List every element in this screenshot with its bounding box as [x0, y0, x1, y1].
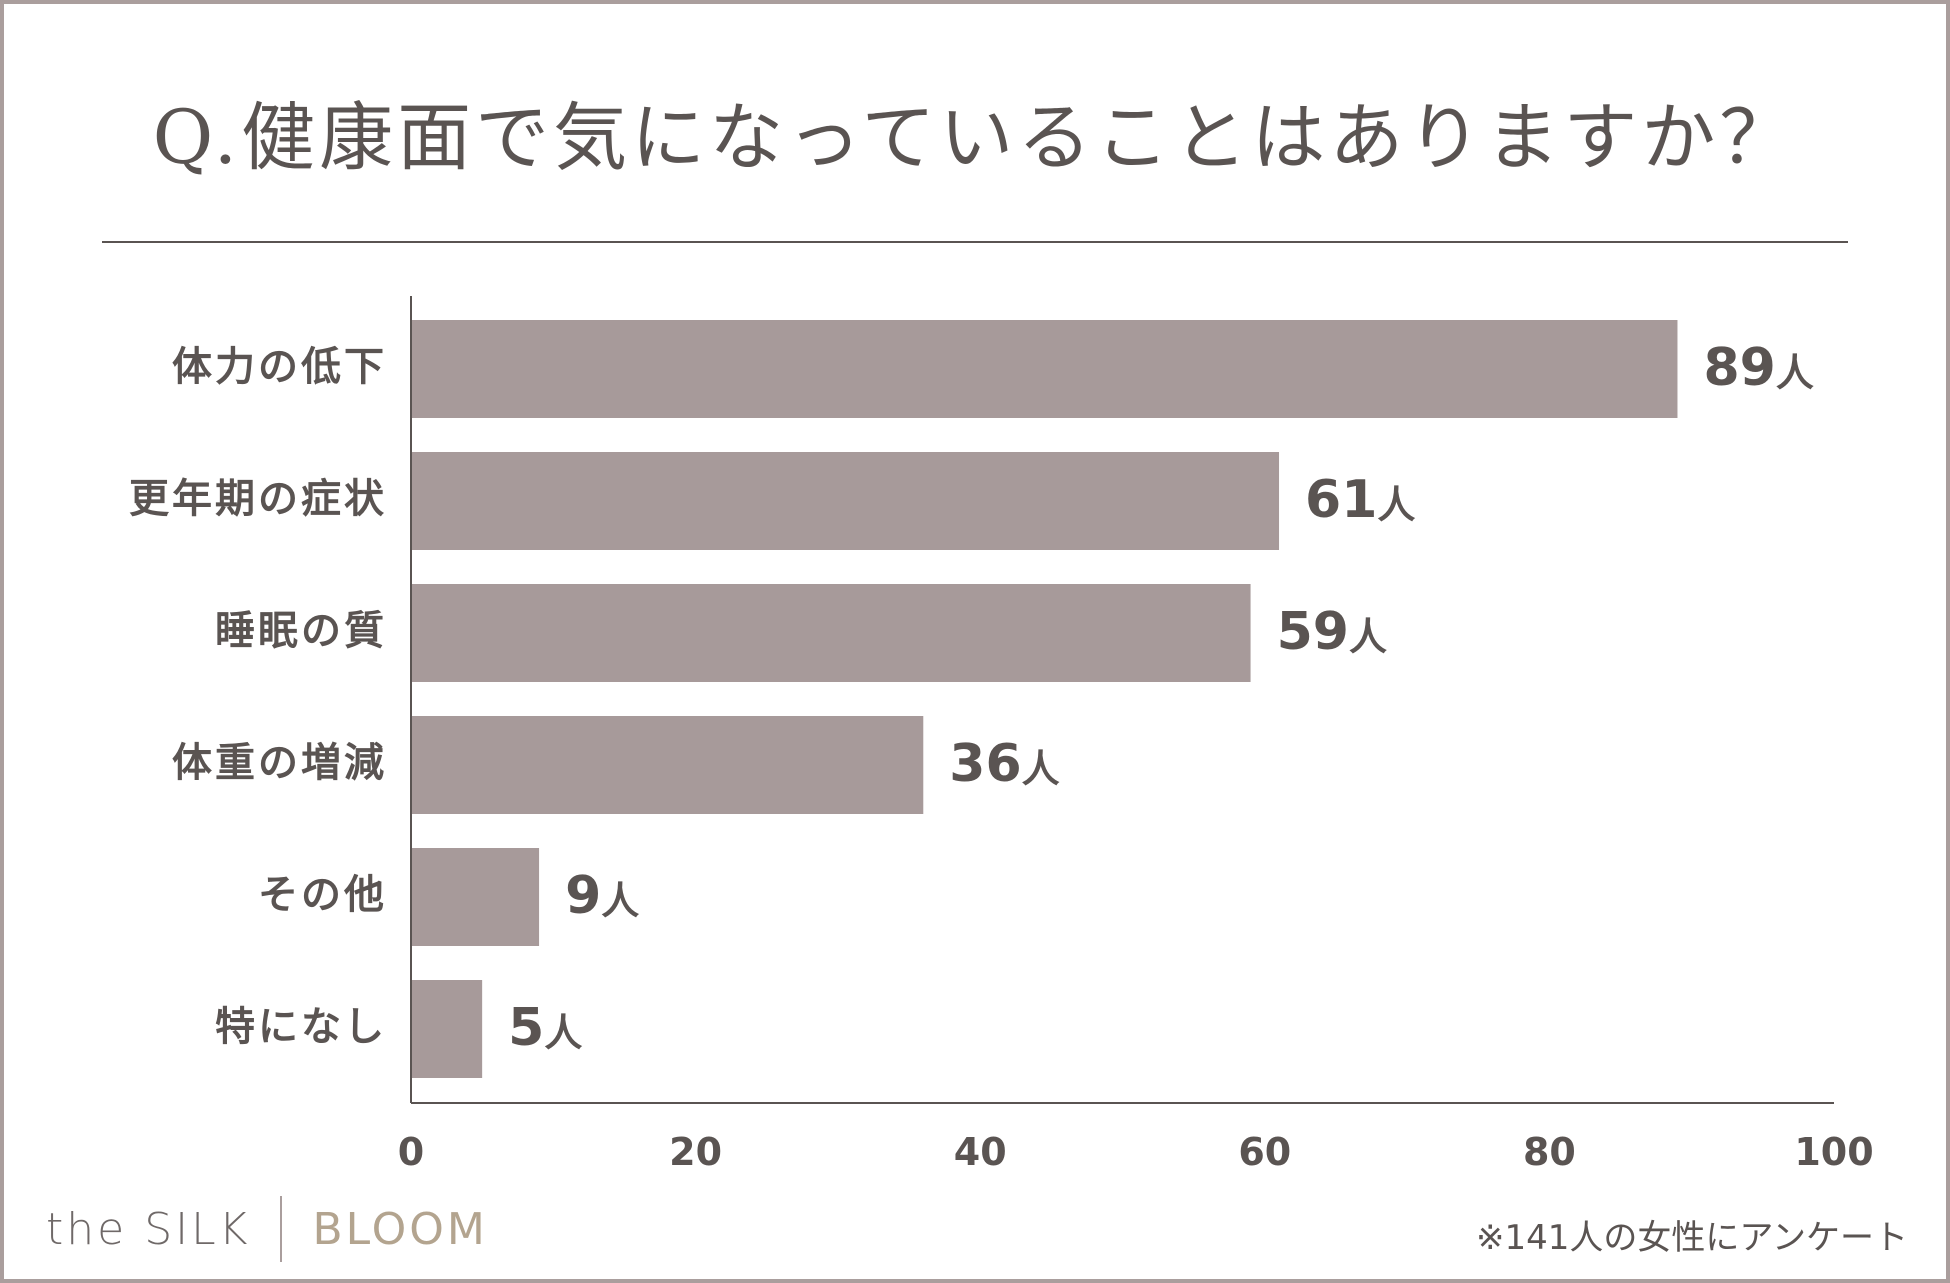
x-tick-label: 100	[1794, 1130, 1873, 1174]
category-label: 特になし	[215, 1004, 387, 1050]
bar	[411, 584, 1251, 682]
bar	[411, 716, 924, 814]
survey-note: ※141人の女性にアンケート	[1475, 1218, 1908, 1258]
x-tick-label: 20	[669, 1130, 722, 1174]
category-label: 更年期の症状	[129, 476, 387, 522]
value-label: 61人	[1305, 470, 1415, 530]
value-label: 9人	[565, 866, 639, 926]
x-tick-label: 60	[1238, 1130, 1291, 1174]
brand-logo: the SILK BLOOM	[46, 1196, 488, 1262]
category-label: 睡眠の質	[215, 608, 387, 654]
category-label: 体力の低下	[172, 344, 387, 390]
brand-name-left: the SILK	[46, 1203, 251, 1255]
value-label: 59人	[1277, 602, 1387, 662]
chart-title: Q.健康面で気になっていることはありますか？	[152, 95, 1798, 181]
brand-name-right: BLOOM	[312, 1203, 488, 1255]
value-label: 5人	[508, 998, 582, 1058]
value-label: 89人	[1703, 338, 1813, 398]
brand-divider	[280, 1196, 283, 1262]
category-label: その他	[258, 872, 387, 918]
value-label: 36人	[949, 734, 1059, 794]
x-tick-labels: 0 20 40 60 80 100	[398, 1130, 1874, 1174]
x-tick-label: 40	[954, 1130, 1007, 1174]
category-label: 体重の増減	[172, 740, 387, 786]
bar	[411, 320, 1678, 418]
title-divider	[102, 241, 1848, 243]
bar	[411, 848, 540, 946]
x-tick-label: 0	[398, 1130, 424, 1174]
bar	[411, 452, 1280, 550]
bar	[411, 980, 483, 1078]
x-tick-label: 80	[1523, 1130, 1576, 1174]
